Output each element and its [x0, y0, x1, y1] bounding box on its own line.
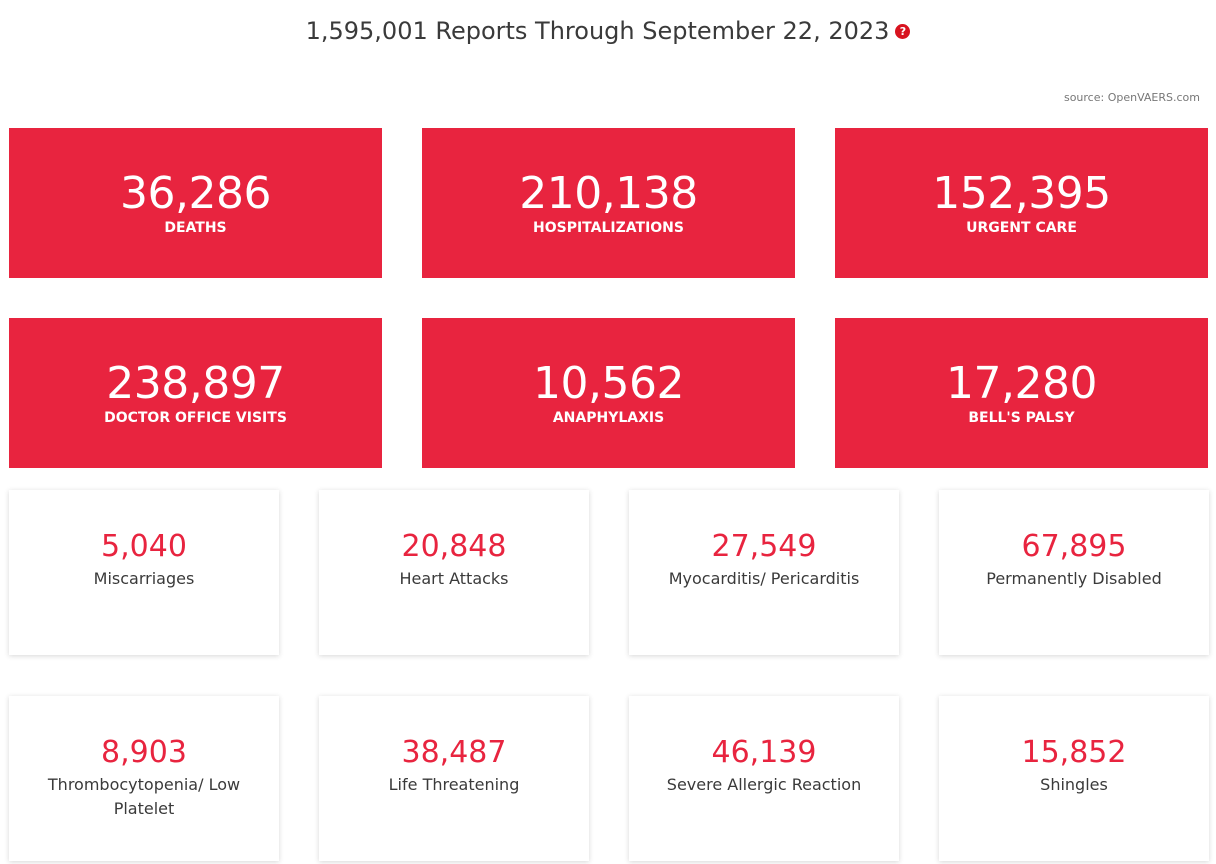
- stat-value: 36,286: [120, 168, 271, 219]
- help-icon[interactable]: ?: [895, 23, 911, 39]
- stat-value: 152,395: [932, 168, 1111, 219]
- stat-card-hospitalizations: 210,138 HOSPITALIZATIONS: [422, 128, 795, 278]
- stat-card-bells-palsy: 17,280 BELL'S PALSY: [835, 318, 1208, 468]
- stat-value: 67,895: [1021, 529, 1127, 564]
- stat-label: DEATHS: [164, 220, 227, 236]
- stat-value: 20,848: [401, 529, 507, 564]
- source-note: source: OpenVAERS.com: [1063, 91, 1200, 104]
- stat-card-heart-attacks: 20,848 Heart Attacks: [319, 490, 589, 655]
- stat-card-myocarditis: 27,549 Myocarditis/ Pericarditis: [629, 490, 899, 655]
- stat-label: Severe Allergic Reaction: [666, 775, 862, 794]
- stat-card-severe-allergic-reaction: 46,139 Severe Allergic Reaction: [629, 696, 899, 861]
- stat-card-thrombocytopenia: 8,903 Thrombocytopenia/ Low Platelet: [9, 696, 279, 861]
- stat-value: 10,562: [533, 358, 684, 409]
- stat-value: 210,138: [519, 168, 698, 219]
- stat-label: HOSPITALIZATIONS: [533, 220, 684, 236]
- stat-value: 238,897: [106, 358, 285, 409]
- stat-card-anaphylaxis: 10,562 ANAPHYLAXIS: [422, 318, 795, 468]
- stat-card-urgent-care: 152,395 URGENT CARE: [835, 128, 1208, 278]
- stat-label: URGENT CARE: [966, 220, 1077, 236]
- stat-label: ANAPHYLAXIS: [552, 410, 665, 426]
- stat-label: Thrombocytopenia/ Low Platelet: [47, 775, 241, 818]
- stat-value: 38,487: [401, 735, 507, 770]
- stat-value: 17,280: [946, 358, 1097, 409]
- stat-value: 5,040: [101, 529, 187, 564]
- stat-label: Shingles: [1040, 775, 1108, 794]
- stat-card-doctor-office-visits: 238,897 DOCTOR OFFICE VISITS: [9, 318, 382, 468]
- stat-label: Myocarditis/ Pericarditis: [668, 569, 860, 588]
- stat-value: 27,549: [711, 529, 817, 564]
- stat-card-miscarriages: 5,040 Miscarriages: [9, 490, 279, 655]
- stat-label: Miscarriages: [93, 569, 195, 588]
- page-title-text: 1,595,001 Reports Through September 22, …: [305, 17, 890, 45]
- stat-label: BELL'S PALSY: [968, 410, 1075, 426]
- stat-card-permanently-disabled: 67,895 Permanently Disabled: [939, 490, 1209, 655]
- stat-label: Life Threatening: [388, 775, 520, 794]
- stat-card-deaths: 36,286 DEATHS: [9, 128, 382, 278]
- stat-value: 46,139: [711, 735, 817, 770]
- stat-value: 15,852: [1021, 735, 1127, 770]
- stat-card-shingles: 15,852 Shingles: [939, 696, 1209, 861]
- page-title: 1,595,001 Reports Through September 22, …: [0, 14, 1216, 48]
- stat-label: Heart Attacks: [399, 569, 509, 588]
- stat-value: 8,903: [101, 735, 187, 770]
- stat-card-life-threatening: 38,487 Life Threatening: [319, 696, 589, 861]
- stat-label: Permanently Disabled: [986, 569, 1162, 588]
- stat-label: DOCTOR OFFICE VISITS: [104, 410, 287, 426]
